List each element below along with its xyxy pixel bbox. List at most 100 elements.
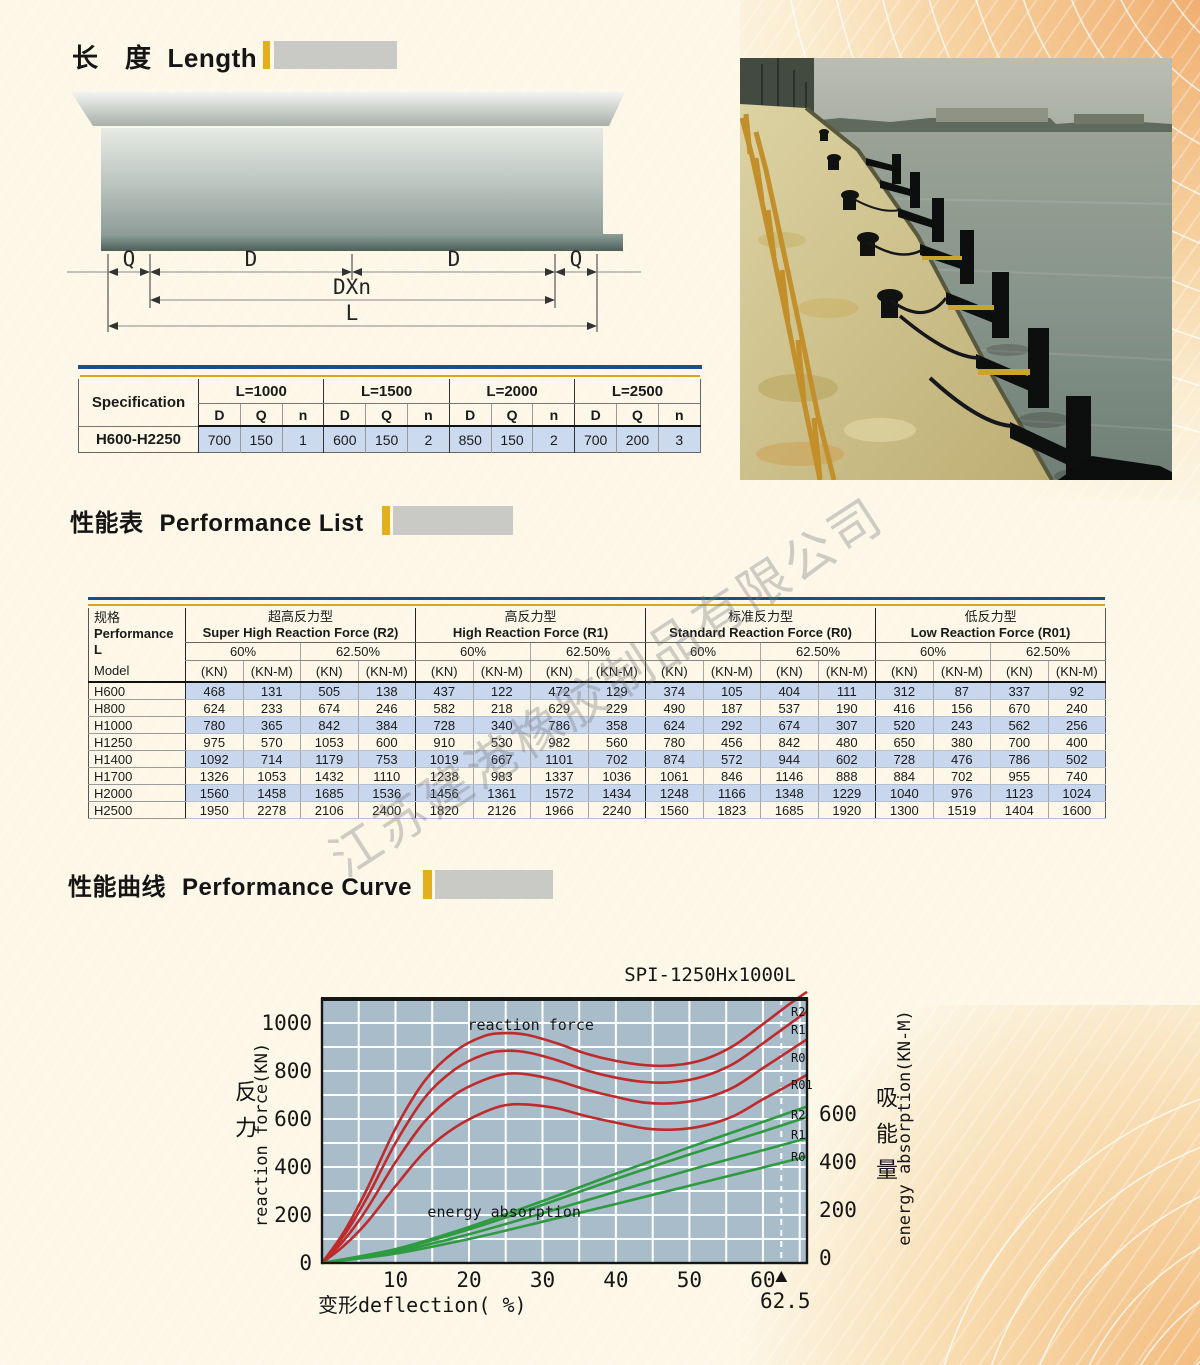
perf-cell: 92 (1047, 682, 1106, 700)
curve-edge-label: R0 (791, 1051, 805, 1065)
perf-cell: 602 (817, 750, 876, 768)
perf-cell: 312 (875, 682, 934, 700)
dimension-ticks (107, 254, 598, 332)
curve-R01-reaction (321, 1073, 808, 1265)
perf-cell: 233 (242, 699, 301, 717)
perf-unit-header: (KN) (300, 660, 358, 683)
perf-cell: 976 (932, 784, 991, 802)
perf-cell: 1920 (817, 801, 876, 819)
perf-cell: 256 (1047, 716, 1106, 734)
perf-cell: 111 (817, 682, 876, 700)
perf-cell: 786 (990, 750, 1049, 768)
performance-table: 规格 Performance L 超高反力型 Super High Reaction … (88, 608, 1107, 819)
spec-group-header: L=2000 (448, 379, 575, 404)
perf-cell: 530 (472, 733, 531, 751)
perf-cell: 1823 (702, 801, 761, 819)
perf-unit-header: (KN-M) (242, 660, 301, 683)
perf-unit-header: (KN-M) (357, 660, 416, 683)
spec-value: 150 (365, 426, 408, 453)
perf-cell: 1361 (472, 784, 531, 802)
perf-cell: 337 (990, 682, 1049, 700)
perf-cell: 582 (415, 699, 473, 717)
perf-cell: 753 (357, 750, 416, 768)
perf-cell: 1036 (587, 767, 646, 785)
perf-cell: 780 (185, 716, 243, 734)
perf-pct-header: 62.50% (529, 642, 646, 661)
curve-annotation: energy absorption (427, 1203, 581, 1221)
spec-value: 2 (532, 426, 575, 453)
perf-cell: 1600 (1047, 801, 1106, 819)
spec-table-gold-rule (80, 375, 700, 377)
left-tick: 200 (274, 1203, 312, 1227)
perf-cell: 404 (760, 682, 819, 700)
left-tick: 600 (274, 1107, 312, 1131)
x-tick: 30 (530, 1268, 555, 1292)
perf-cell: 2126 (472, 801, 531, 819)
perf-cell: 1348 (760, 784, 819, 802)
perf-cell: 358 (587, 716, 646, 734)
left-tick: 400 (274, 1155, 312, 1179)
perf-cell: 572 (702, 750, 761, 768)
spec-subheader: D (198, 403, 241, 427)
perf-cell: 384 (357, 716, 416, 734)
perf-cell: 2106 (300, 801, 358, 819)
x-tick: 50 (677, 1268, 702, 1292)
perf-cell: 1024 (1047, 784, 1106, 802)
perf-group-header: 超高反力型 Super High Reaction Force (R2) (185, 608, 416, 643)
curve-edge-label: R2 (791, 1108, 805, 1122)
perf-cell: 983 (472, 767, 531, 785)
spec-group-header: L=2500 (574, 379, 701, 404)
perf-cell: 670 (990, 699, 1049, 717)
left-axis-title-cn: 反力 (232, 1080, 257, 1152)
perf-cell: 1248 (645, 784, 704, 802)
spec-subheader: D (448, 403, 492, 427)
perf-cell: 131 (242, 682, 301, 700)
perf-row-model: H1250 (88, 733, 186, 751)
perf-row: H1250 975 570 1053 600 910 530 982 560 780 456 842 4… (88, 733, 1106, 751)
chart-title: SPI-1250Hx1000L (624, 964, 796, 986)
curve-edge-label: R1 (791, 1128, 805, 1142)
perf-row-model: H600 (88, 682, 186, 700)
performance-table-navy-rule (88, 597, 1105, 600)
perf-cell: 1040 (875, 784, 934, 802)
perf-cell: 307 (817, 716, 876, 734)
perf-cell: 105 (702, 682, 761, 700)
perf-cell: 292 (702, 716, 761, 734)
perf-row: H1700 1326 1053 1432 1110 1238 983 1337 1036 1061… (88, 767, 1106, 785)
perf-cell: 1685 (760, 801, 819, 819)
perf-row-model: H1400 (88, 750, 186, 768)
fender-length-diagram: Q D D Q DXn L (67, 92, 641, 332)
perf-cell: 1572 (530, 784, 588, 802)
perf-row-model: H800 (88, 699, 186, 717)
left-tick: 800 (274, 1059, 312, 1083)
perf-cell: 728 (875, 750, 934, 768)
perf-cell: 374 (645, 682, 704, 700)
x-tick: 40 (603, 1268, 628, 1292)
perf-cell: 246 (357, 699, 416, 717)
perf-cell: 87 (932, 682, 991, 700)
spec-subheader: Q (239, 403, 283, 427)
spec-subheader: n (281, 403, 324, 427)
dim-label-dxn: DXn (333, 275, 371, 299)
perf-corner: 规格 Performance L (94, 610, 174, 658)
perf-cell: 600 (357, 733, 416, 751)
perf-cell: 456 (702, 733, 761, 751)
fender-base-flange (101, 234, 623, 251)
dim-label-l: L (346, 301, 359, 325)
perf-unit-header: (KN) (415, 660, 473, 683)
perf-cell: 1337 (530, 767, 588, 785)
perf-cell: 1685 (300, 784, 358, 802)
perf-group-header: 标准反力型 Standard Reaction Force (R0) (645, 608, 876, 643)
spec-subheader: n (407, 403, 450, 427)
spec-value: 150 (239, 426, 283, 453)
quay-fenders-photo (740, 58, 1172, 480)
perf-cell: 243 (932, 716, 991, 734)
perf-row: H800 624 233 674 246 582 218 629 229 490 187 537 190… (88, 699, 1106, 717)
spec-value: 700 (198, 426, 241, 453)
perf-cell: 624 (645, 716, 704, 734)
perf-cell: 505 (300, 682, 358, 700)
spec-value: 3 (657, 426, 701, 453)
length-heading-gray-bar (274, 41, 397, 69)
spec-value: 700 (574, 426, 617, 453)
